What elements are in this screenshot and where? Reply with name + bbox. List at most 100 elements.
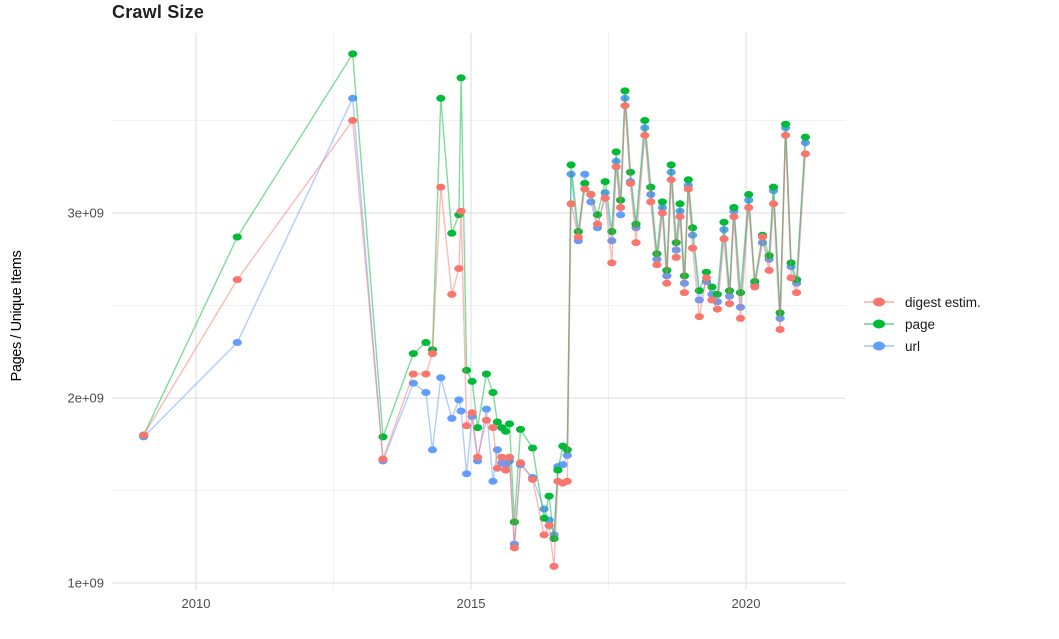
digest-estim-point — [786, 274, 796, 282]
digest-estim-point — [729, 213, 739, 221]
legend-label: url — [905, 338, 921, 354]
legend-label: page — [905, 316, 936, 332]
digest-estim-point — [620, 102, 630, 110]
digest-estim-point — [707, 296, 717, 304]
digest-estim-point — [679, 289, 690, 297]
digest-estim-point — [775, 326, 785, 333]
page-point — [607, 228, 617, 235]
url-point — [447, 414, 457, 422]
y-tick-label: 3e+09 — [67, 206, 104, 221]
url-series-key-icon — [864, 341, 894, 351]
url-point — [421, 389, 431, 396]
digest-estim-point — [646, 198, 656, 206]
digest-estim-point — [800, 150, 811, 158]
digest-estim-point — [640, 131, 650, 139]
digest-estim-point — [232, 276, 242, 284]
digest-estim-point — [504, 453, 515, 461]
digest-estim-point — [724, 300, 735, 308]
page-point — [462, 366, 472, 374]
digest-estim-point — [139, 431, 149, 439]
page-point — [688, 224, 698, 232]
page-point — [566, 161, 576, 169]
digest-estim-point — [497, 453, 507, 461]
page-series-key-icon — [864, 319, 894, 329]
page-point — [492, 418, 502, 426]
page-point — [436, 94, 446, 102]
url-point — [481, 405, 491, 413]
digest-estim-point — [421, 370, 431, 378]
digest-estim-point — [607, 259, 617, 267]
url-point — [492, 446, 502, 454]
digest-estim-point — [616, 204, 626, 211]
digest-estim-point — [719, 235, 729, 243]
page-point — [447, 229, 457, 237]
digest-estim-point — [566, 200, 576, 208]
page-line — [143, 51, 807, 539]
page-point — [580, 179, 590, 187]
axis-tick-labels: 1e+09 2e+09 3e+09 2010 2015 2020 — [67, 206, 760, 612]
digest-estim-point — [712, 305, 723, 313]
digest-estim-point — [456, 207, 466, 215]
page-point — [544, 492, 554, 500]
page-point — [600, 178, 610, 186]
url-point — [427, 446, 438, 454]
page-point — [729, 204, 739, 211]
url-point — [456, 407, 466, 415]
digest-estim-point — [764, 266, 774, 274]
page-point — [504, 420, 515, 428]
page-point — [573, 228, 583, 235]
page-point — [657, 198, 668, 206]
url-point — [348, 94, 358, 102]
url-point — [454, 396, 464, 404]
page-point — [671, 239, 681, 247]
url-point — [616, 211, 626, 219]
digest-estim-point — [378, 455, 388, 463]
digest-estim-point — [768, 200, 779, 208]
y-tick-label: 2e+09 — [67, 391, 104, 406]
digest-estim-point — [462, 422, 472, 430]
digest-estim-point — [348, 117, 358, 124]
url-point — [488, 477, 498, 485]
digest-estim-point — [436, 183, 446, 191]
page-point — [666, 161, 676, 169]
digest-estim-point — [586, 191, 596, 198]
url-point — [436, 374, 446, 382]
page-point — [549, 535, 559, 543]
digest-estim-line — [143, 105, 807, 567]
digest-estim-point — [631, 239, 641, 247]
digest-estim-point — [683, 185, 693, 193]
page-point — [488, 389, 498, 396]
chart-title: Crawl Size — [112, 2, 205, 22]
page-point — [481, 370, 491, 378]
digest-estim-point — [549, 562, 559, 570]
digest-estim-point — [792, 289, 802, 297]
url-point — [735, 303, 746, 311]
legend-label: digest estim. — [905, 294, 981, 310]
page-point — [675, 200, 685, 208]
digest-estim-point — [454, 265, 464, 272]
digest-estim-point — [675, 213, 685, 221]
page-point — [467, 377, 477, 385]
page-point — [473, 424, 483, 432]
url-point — [462, 470, 472, 478]
url-point — [558, 461, 568, 469]
page-point — [701, 268, 712, 276]
page-point — [781, 120, 791, 128]
page-point — [768, 183, 779, 191]
page-point — [539, 514, 549, 522]
digest-estim-point — [592, 220, 603, 228]
digest-series-key-icon — [864, 297, 894, 307]
digest-estim-point — [481, 416, 491, 424]
page-point — [509, 518, 519, 526]
digest-estim-point — [781, 131, 791, 139]
grid-minor — [112, 33, 846, 590]
url-line — [143, 95, 807, 545]
page-point — [232, 233, 242, 241]
page-point — [620, 87, 630, 95]
page-point — [348, 50, 358, 58]
legend-item-page: page — [864, 313, 981, 335]
legend: digest estim. page url — [864, 291, 981, 357]
page-point — [611, 148, 621, 156]
